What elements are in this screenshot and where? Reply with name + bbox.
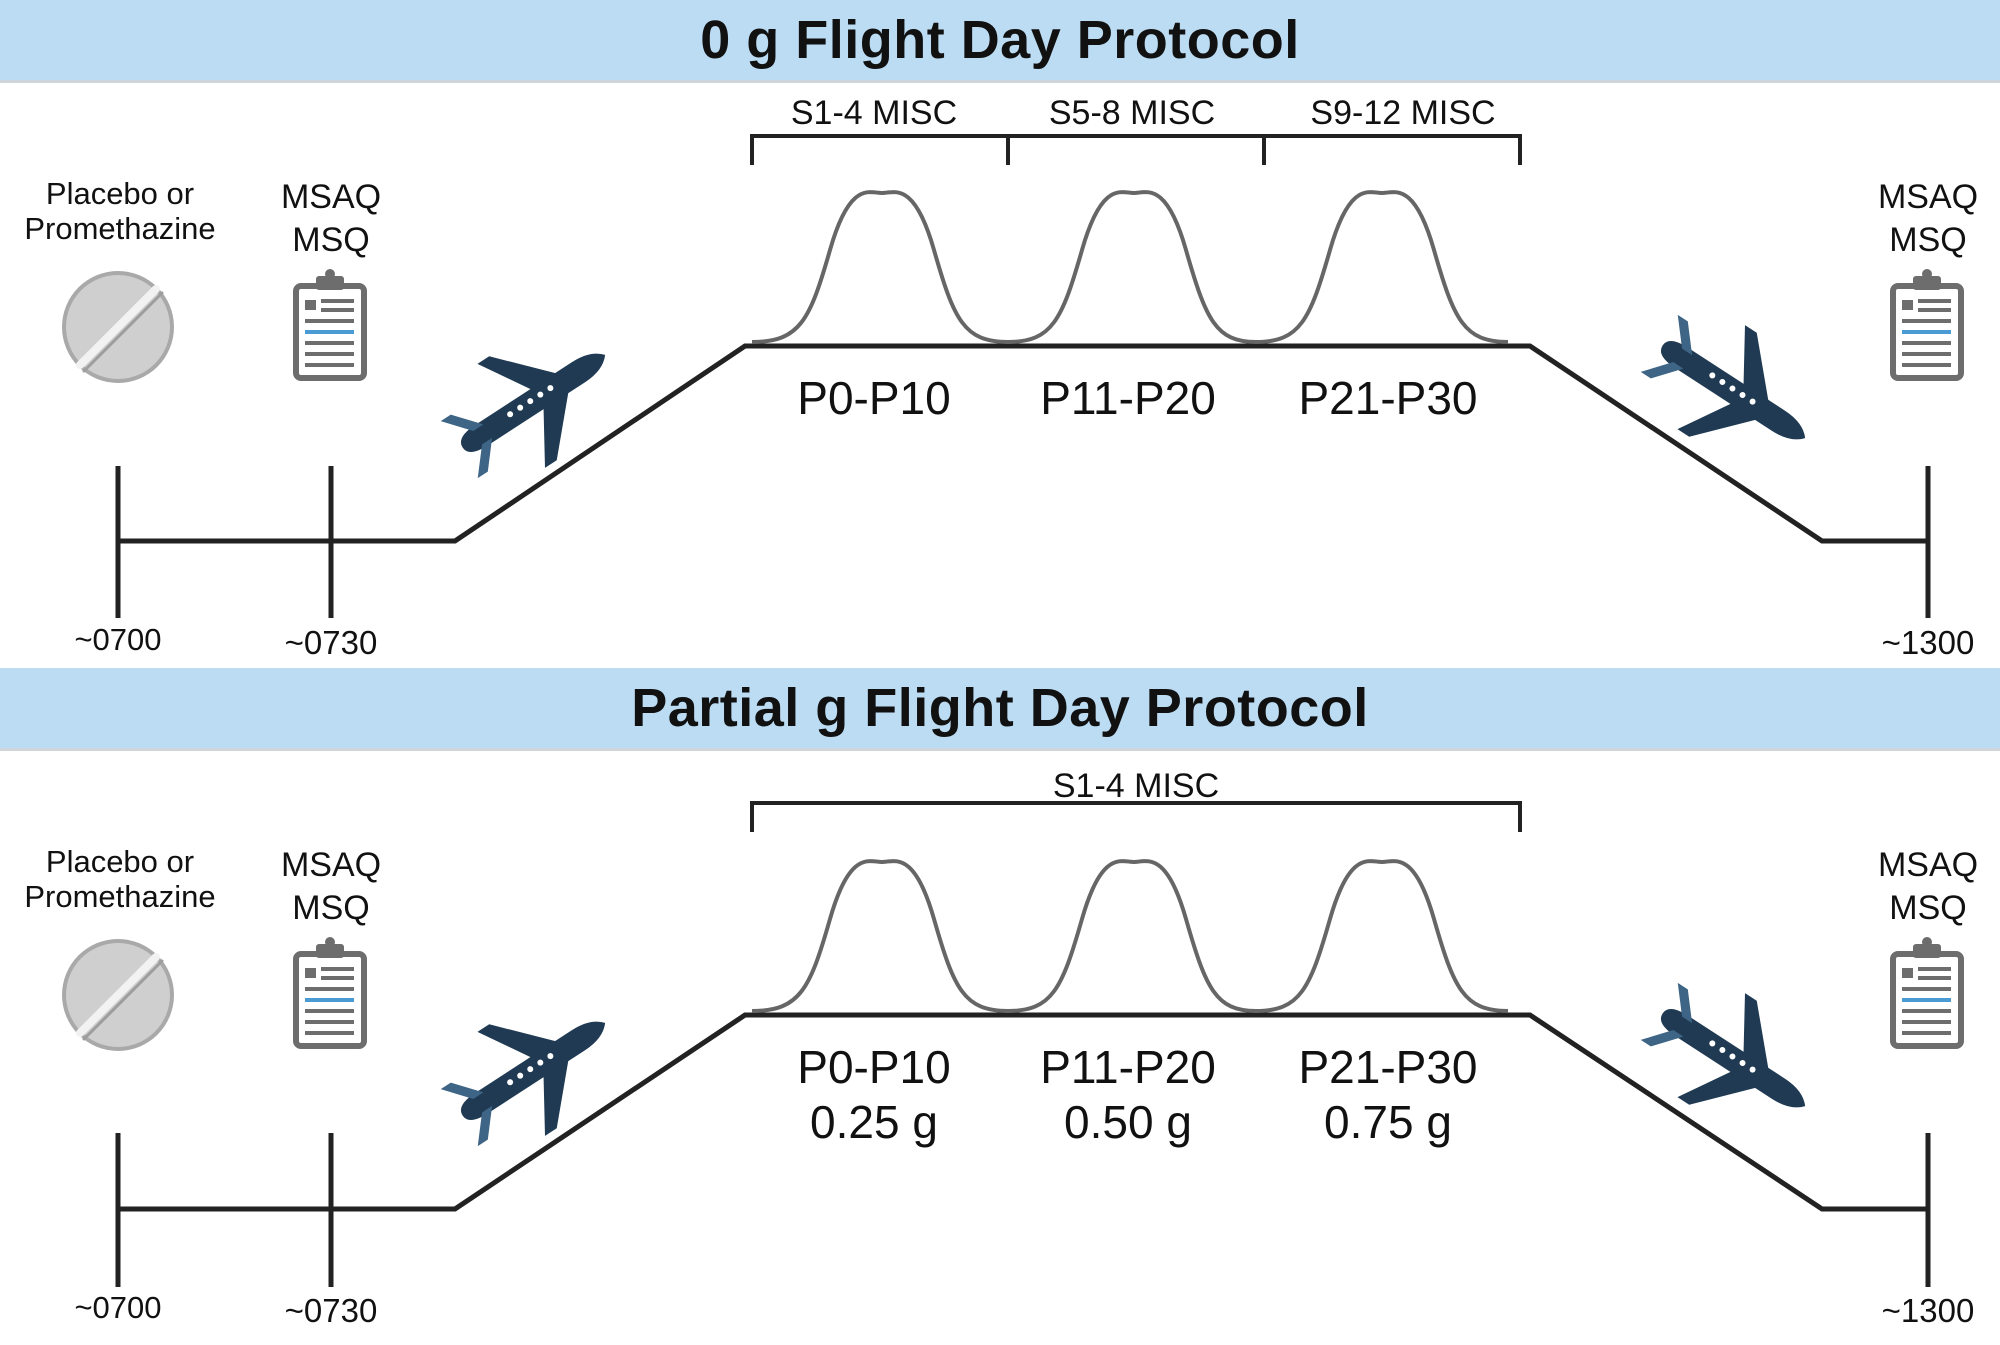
parabola-set-g-level-2: 0.50 g xyxy=(1064,1096,1192,1148)
bracket-label-1: S1-4 MISC xyxy=(1053,767,1219,805)
time-label-survey: ~0730 xyxy=(285,624,378,661)
time-label-end: ~1300 xyxy=(1882,1292,1975,1329)
parabola-set-label-1: P0-P10 xyxy=(797,1041,950,1093)
time-label-start: ~0700 xyxy=(74,1290,161,1325)
bracket-label-3: S9-12 MISC xyxy=(1310,94,1495,132)
misc-bracket xyxy=(750,134,1522,165)
panel-2-title-banner: Partial g Flight Day Protocol xyxy=(0,668,2000,751)
survey-label-line2: MSQ xyxy=(292,889,369,927)
parabola-curves xyxy=(751,190,1509,345)
panel-1: S1-4 MISC S5-8 MISC S9-12 MISC P0-P10 P1… xyxy=(24,94,1978,661)
parabola-set-label-1: P0-P10 xyxy=(797,372,950,424)
flight-path-line xyxy=(118,1012,1928,1212)
pill-label-line2: Promethazine xyxy=(24,879,215,914)
clipboard-icon xyxy=(296,937,364,1046)
parabola-set-g-level-3: 0.75 g xyxy=(1324,1096,1452,1148)
bracket-label-2: S5-8 MISC xyxy=(1049,94,1215,132)
pill-icon xyxy=(62,271,174,383)
panel-1-title: 0 g Flight Day Protocol xyxy=(700,10,1300,70)
clipboard-icon xyxy=(296,269,364,378)
pill-label-line1: Placebo or xyxy=(46,844,194,879)
panel-2: S1-4 MISC P0-P10 P11-P20 P21-P30 0.25 g … xyxy=(24,767,1978,1329)
time-label-start: ~0700 xyxy=(74,622,161,657)
panel-1-title-banner: 0 g Flight Day Protocol xyxy=(0,0,2000,83)
airplane-landing-icon xyxy=(1625,959,1839,1159)
end-survey-label-line2: MSQ xyxy=(1889,221,1966,259)
misc-bracket xyxy=(750,801,1522,832)
airplane-takeoff-icon xyxy=(425,302,639,502)
clipboard-icon xyxy=(1893,937,1961,1046)
parabola-set-label-3: P21-P30 xyxy=(1298,1041,1477,1093)
pill-icon xyxy=(62,939,174,1051)
panel-2-title: Partial g Flight Day Protocol xyxy=(631,678,1369,738)
parabola-set-label-2: P11-P20 xyxy=(1040,372,1216,424)
bracket-label-1: S1-4 MISC xyxy=(791,94,957,132)
survey-label-line1: MSAQ xyxy=(281,178,381,216)
end-survey-label-line1: MSAQ xyxy=(1878,178,1978,216)
parabola-set-g-level-1: 0.25 g xyxy=(810,1096,938,1148)
time-label-survey: ~0730 xyxy=(285,1292,378,1329)
pill-label-line2: Promethazine xyxy=(24,211,215,246)
survey-label-line1: MSAQ xyxy=(281,846,381,884)
parabola-curves xyxy=(751,859,1509,1014)
end-survey-label-line2: MSQ xyxy=(1889,889,1966,927)
parabola-set-label-3: P21-P30 xyxy=(1298,372,1477,424)
airplane-takeoff-icon xyxy=(425,970,639,1170)
pill-label-line1: Placebo or xyxy=(46,176,194,211)
airplane-landing-icon xyxy=(1625,291,1839,491)
time-label-end: ~1300 xyxy=(1882,624,1975,661)
flight-path-line xyxy=(118,343,1928,544)
survey-label-line2: MSQ xyxy=(292,221,369,259)
end-survey-label-line1: MSAQ xyxy=(1878,846,1978,884)
parabola-set-label-2: P11-P20 xyxy=(1040,1041,1216,1093)
clipboard-icon xyxy=(1893,269,1961,378)
